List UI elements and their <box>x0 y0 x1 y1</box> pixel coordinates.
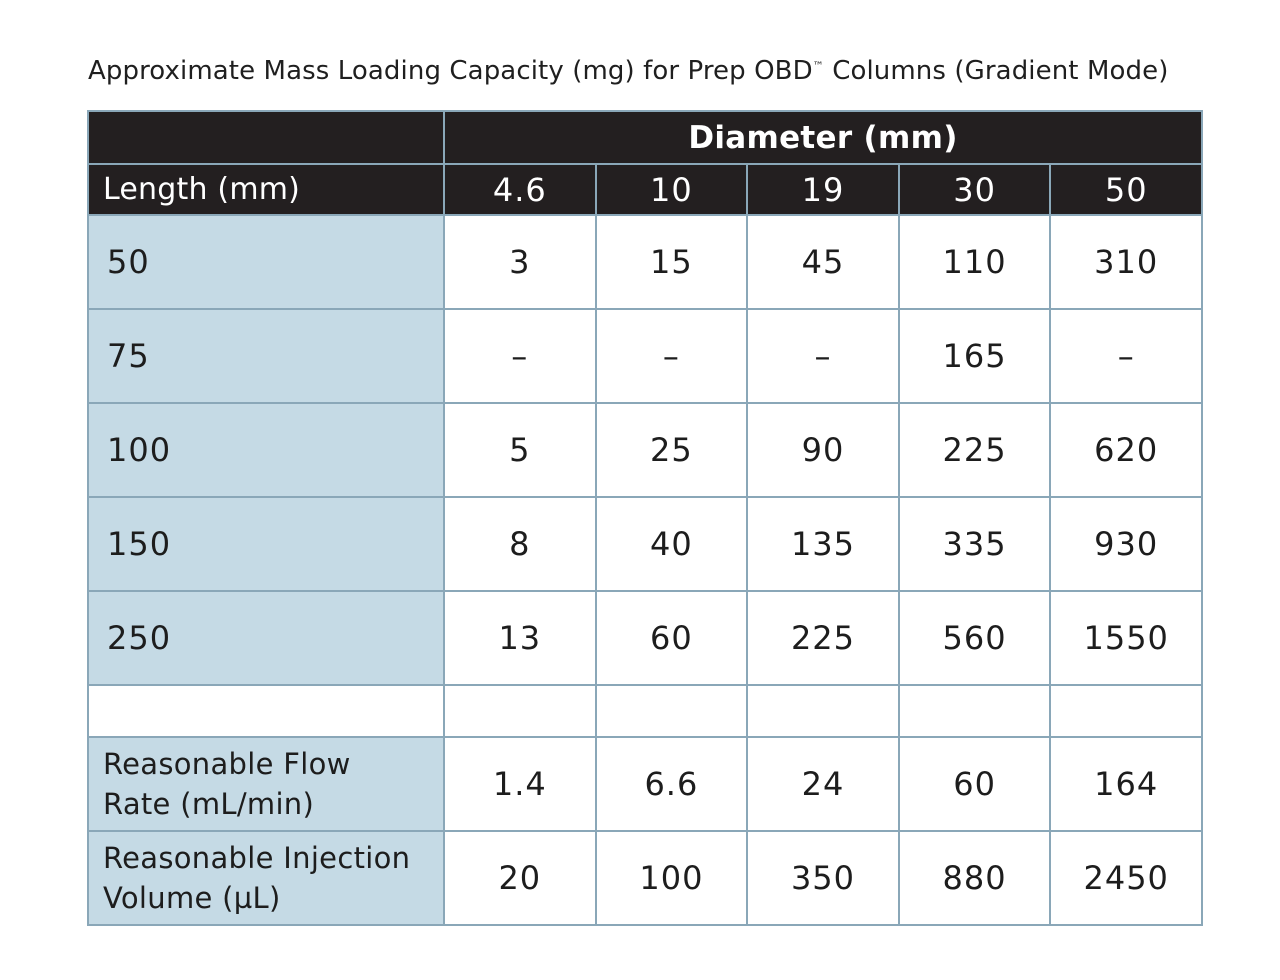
diameter-col-header: 30 <box>897 163 1052 216</box>
spacer-row <box>87 684 1204 738</box>
table-row: 250 13 60 225 560 1550 <box>87 590 1204 686</box>
table-cell: – <box>746 308 900 404</box>
table-cell: – <box>594 308 749 404</box>
row-label: 100 <box>87 402 445 498</box>
length-header: Length (mm) <box>87 163 445 216</box>
table-cell: 165 <box>897 308 1052 404</box>
spacer-cell <box>746 684 900 738</box>
row-label: 250 <box>87 590 445 686</box>
spacer-cell <box>443 684 597 738</box>
table-cell: 15 <box>594 214 749 310</box>
table-cell: 8 <box>443 496 597 592</box>
table-title-rest: Columns (Gradient Mode) <box>823 56 1169 86</box>
table-row: 150 8 40 135 335 930 <box>87 496 1204 592</box>
table-cell: 25 <box>594 402 749 498</box>
table-title-main: Approximate Mass Loading Capacity (mg) f… <box>88 56 813 86</box>
injection-volume-label-line2: Volume (µL) <box>103 881 281 915</box>
table-cell: 3 <box>443 214 597 310</box>
diameter-col-header: 50 <box>1049 163 1204 216</box>
table-cell: 310 <box>1049 214 1204 310</box>
table-cell: 20 <box>443 830 597 926</box>
table-cell: 6.6 <box>594 736 749 832</box>
spacer-cell <box>897 684 1052 738</box>
table-cell: 1550 <box>1049 590 1204 686</box>
table-cell: 335 <box>897 496 1052 592</box>
table-title: Approximate Mass Loading Capacity (mg) f… <box>88 56 1168 86</box>
diameter-col-header: 19 <box>746 163 900 216</box>
table-cell: 60 <box>897 736 1052 832</box>
table-cell: 164 <box>1049 736 1204 832</box>
mass-loading-table: Diameter (mm) Length (mm) 4.6 10 19 30 5… <box>87 110 1204 926</box>
injection-volume-row: Reasonable Injection Volume (µL) 20 100 … <box>87 830 1204 926</box>
table-cell: 90 <box>746 402 900 498</box>
table-cell: 930 <box>1049 496 1204 592</box>
table-cell: 225 <box>746 590 900 686</box>
row-label: 150 <box>87 496 445 592</box>
flow-rate-label-line2: Rate (mL/min) <box>103 787 315 821</box>
table-cell: 60 <box>594 590 749 686</box>
spacer-cell <box>1049 684 1204 738</box>
table-cell: 13 <box>443 590 597 686</box>
table-cell: – <box>1049 308 1204 404</box>
row-label: 75 <box>87 308 445 404</box>
flow-rate-label: Reasonable Flow Rate (mL/min) <box>87 736 445 832</box>
flow-rate-label-line1: Reasonable Flow <box>103 747 351 781</box>
diameter-col-header: 4.6 <box>443 163 597 216</box>
table-cell: 1.4 <box>443 736 597 832</box>
table-cell: 560 <box>897 590 1052 686</box>
table-cell: 24 <box>746 736 900 832</box>
table-cell: 880 <box>897 830 1052 926</box>
table-cell: 225 <box>897 402 1052 498</box>
table-cell: 5 <box>443 402 597 498</box>
table-cell: – <box>443 308 597 404</box>
table-cell: 620 <box>1049 402 1204 498</box>
header-row-diameter: Diameter (mm) <box>87 110 1204 165</box>
table-cell: 135 <box>746 496 900 592</box>
table-row: 75 – – – 165 – <box>87 308 1204 404</box>
table-row: 100 5 25 90 225 620 <box>87 402 1204 498</box>
table-cell: 40 <box>594 496 749 592</box>
table-cell: 350 <box>746 830 900 926</box>
table-cell: 110 <box>897 214 1052 310</box>
injection-volume-label-line1: Reasonable Injection <box>103 841 411 875</box>
flow-rate-row: Reasonable Flow Rate (mL/min) 1.4 6.6 24… <box>87 736 1204 832</box>
spacer-cell <box>594 684 749 738</box>
diameter-header: Diameter (mm) <box>442 110 1204 165</box>
table-cell: 100 <box>594 830 749 926</box>
diameter-col-header: 10 <box>594 163 749 216</box>
row-label: 50 <box>87 214 445 310</box>
header-row-columns: Length (mm) 4.6 10 19 30 50 <box>87 163 1204 216</box>
table-row: 50 3 15 45 110 310 <box>87 214 1204 310</box>
table-cell: 45 <box>746 214 900 310</box>
spacer-cell <box>87 684 445 738</box>
header-corner-cell <box>87 110 445 165</box>
table-cell: 2450 <box>1049 830 1204 926</box>
injection-volume-label: Reasonable Injection Volume (µL) <box>87 830 445 926</box>
trademark-mark: ™ <box>812 59 824 73</box>
